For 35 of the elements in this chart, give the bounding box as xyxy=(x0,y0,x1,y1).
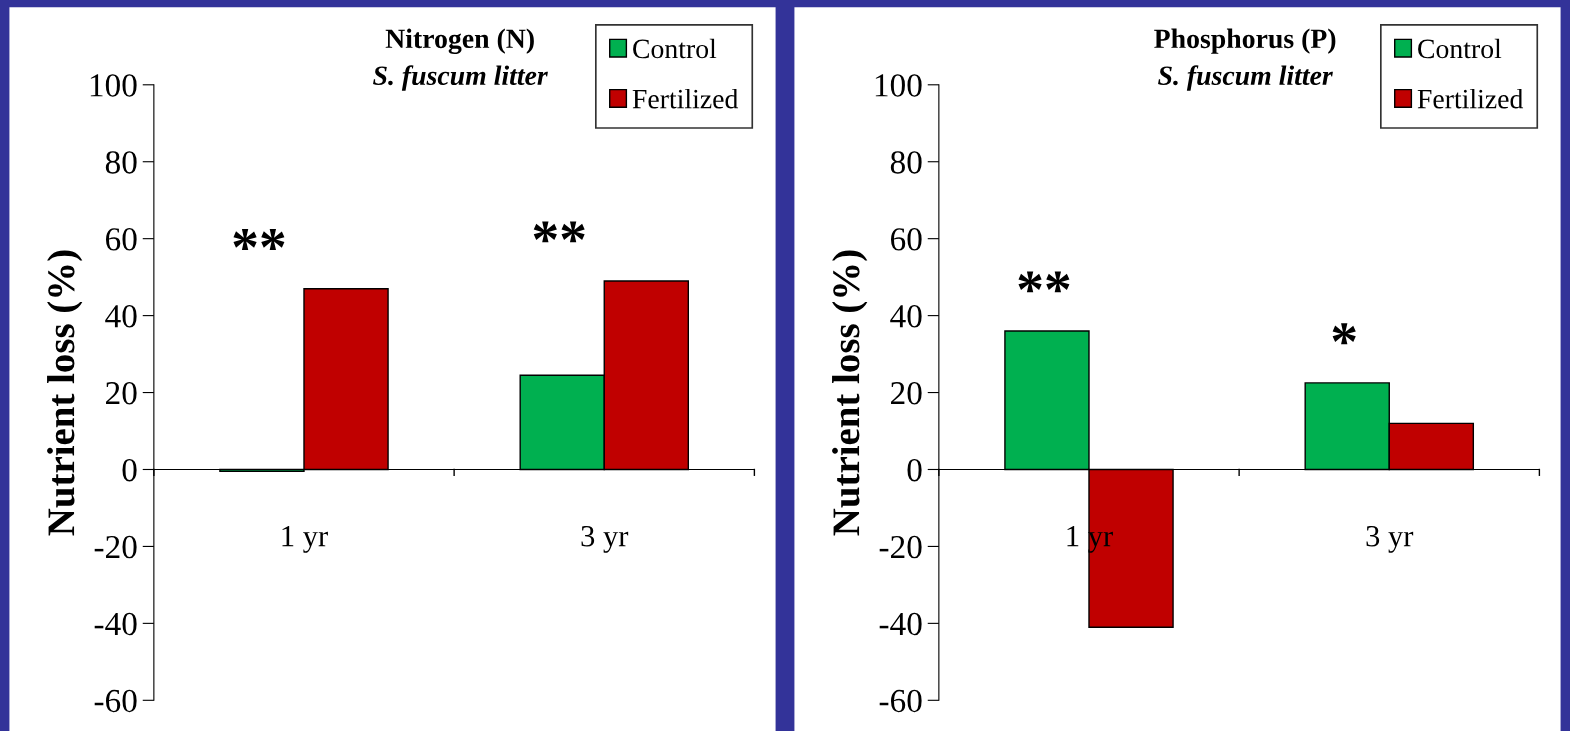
y-tick-label: 40 xyxy=(105,305,137,328)
y-tick-label: -20 xyxy=(94,535,137,559)
legend-label: Fertilized xyxy=(1417,88,1524,109)
y-tick-label: 20 xyxy=(106,381,137,405)
legend-label: Control xyxy=(633,38,717,59)
chart-title: Nitrogen (N) xyxy=(385,28,534,54)
x-tick-label: 1 yr xyxy=(282,525,328,553)
legend-label: Control xyxy=(1418,38,1502,59)
chart-title: Phosphorus (P) xyxy=(1154,28,1336,54)
y-tick-label: 0 xyxy=(907,458,922,482)
y-tick-label: 60 xyxy=(890,228,922,251)
annotation: * xyxy=(1332,323,1356,345)
y-tick-label: 0 xyxy=(122,458,137,482)
y-axis-title: Nutrient loss (%) xyxy=(47,250,83,536)
y-tick-label: 80 xyxy=(105,151,137,174)
y-tick-label: 60 xyxy=(105,228,137,251)
y-tick-label: 100 xyxy=(875,74,922,97)
y-tick-label: 40 xyxy=(890,305,922,328)
y-tick-label: -40 xyxy=(879,612,922,636)
y-tick-label: -20 xyxy=(879,535,922,559)
y-axis-title: Nutrient loss (%) xyxy=(832,250,868,536)
chart-subtitle: S. fuscum litter xyxy=(1158,65,1333,91)
legend-label: Fertilized xyxy=(632,88,739,109)
y-tick-label: -40 xyxy=(94,612,137,636)
y-tick-label: 20 xyxy=(891,381,922,405)
annotation: ** xyxy=(1018,271,1070,293)
y-tick-label: 100 xyxy=(90,74,137,97)
annotation: ** xyxy=(533,221,585,243)
annotation: ** xyxy=(233,229,285,251)
x-tick-label: 3 yr xyxy=(581,525,629,553)
y-tick-label: -60 xyxy=(879,689,922,713)
y-tick-label: -60 xyxy=(94,689,137,713)
y-tick-label: 80 xyxy=(890,151,922,174)
x-tick-label: 3 yr xyxy=(1366,525,1414,553)
chart-subtitle: S. fuscum litter xyxy=(373,65,548,91)
